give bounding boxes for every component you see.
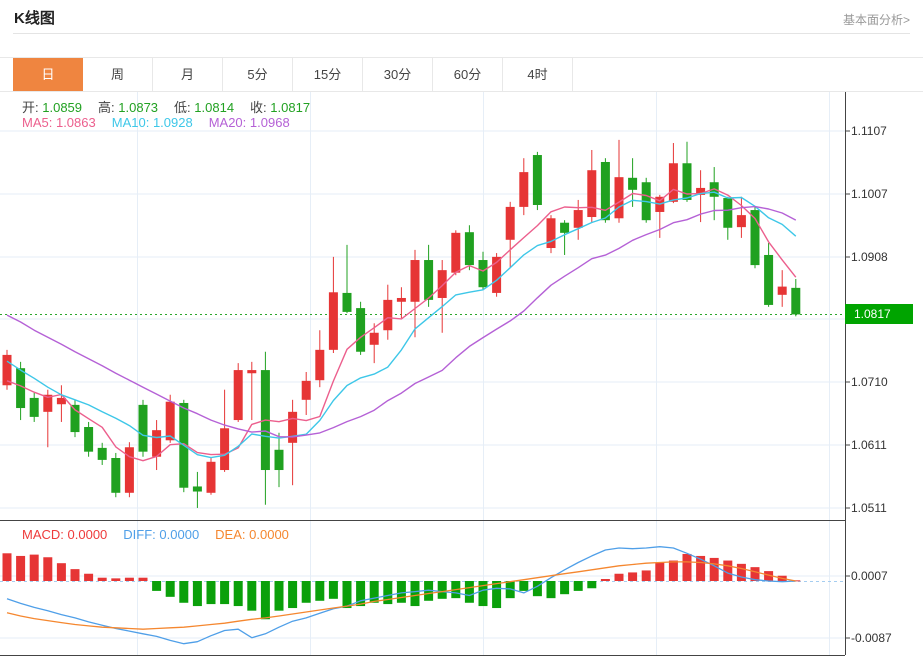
y-axis-tick-label: 1.1007 bbox=[851, 187, 888, 202]
legend-value: 1.0968 bbox=[249, 115, 290, 130]
legend-label: 收: bbox=[250, 100, 267, 115]
tab-60分[interactable]: 60分 bbox=[433, 58, 503, 91]
legend-value: 0.0000 bbox=[159, 527, 200, 542]
legend-label: MA10: bbox=[111, 115, 150, 130]
legend-item: MA10: 1.0928 bbox=[112, 115, 193, 130]
legend-item: MA20: 1.0968 bbox=[209, 115, 290, 130]
tab-日[interactable]: 日 bbox=[13, 58, 83, 91]
macd-legend: MACD: 0.0000 DIFF: 0.0000 DEA: 0.0000 bbox=[22, 527, 289, 542]
tab-15分[interactable]: 15分 bbox=[293, 58, 363, 91]
legend-label: MA20: bbox=[208, 115, 247, 130]
legend-item: 高: 1.0873 bbox=[98, 97, 158, 116]
legend-item: MA5: 1.0863 bbox=[22, 115, 96, 130]
legend-value: 0.0000 bbox=[67, 527, 108, 542]
tab-5分[interactable]: 5分 bbox=[223, 58, 293, 91]
legend-item: DIFF: 0.0000 bbox=[123, 527, 199, 542]
title-divider bbox=[13, 33, 910, 34]
legend-label: MACD: bbox=[22, 527, 64, 542]
legend-label: 高: bbox=[98, 100, 115, 115]
y-axis-tick-label: 1.0511 bbox=[851, 500, 887, 515]
legend-label: 低: bbox=[174, 100, 191, 115]
legend-item: MACD: 0.0000 bbox=[22, 527, 107, 542]
y-axis-tick-label: -0.0087 bbox=[851, 631, 892, 646]
legend-value: 1.0873 bbox=[118, 100, 159, 115]
last-price-badge: 1.0817 bbox=[845, 304, 913, 325]
y-axis-tick-label: 0.0007 bbox=[851, 569, 888, 584]
tab-30分[interactable]: 30分 bbox=[363, 58, 433, 91]
legend-item: 开: 1.0859 bbox=[22, 97, 82, 116]
period-tabbar: 日周月 5分 15分 30分 60分 4时 bbox=[0, 57, 923, 92]
fundamental-analysis-link[interactable]: 基本面分析> bbox=[842, 13, 910, 27]
ma-legend: MA5: 1.0863 MA10: 1.0928 MA20: 1.0968 bbox=[22, 115, 290, 130]
y-axis-tick-label: 1.0611 bbox=[851, 437, 887, 452]
y-axis-tick-label: 1.0908 bbox=[851, 249, 888, 264]
y-axis-tick-label: 1.1107 bbox=[851, 124, 887, 138]
legend-label: 开: bbox=[22, 100, 39, 115]
legend-label: DIFF: bbox=[123, 527, 156, 542]
tab-月[interactable]: 月 bbox=[153, 58, 223, 91]
legend-label: MA5: bbox=[22, 115, 53, 130]
legend-item: DEA: 0.0000 bbox=[215, 527, 289, 542]
legend-value: 1.0863 bbox=[55, 115, 96, 130]
tab-周[interactable]: 周 bbox=[83, 58, 153, 91]
page-title: K线图 bbox=[14, 10, 55, 27]
legend-item: 收: 1.0817 bbox=[250, 97, 310, 116]
y-axis-tick-label: 1.0710 bbox=[851, 375, 888, 390]
legend-value: 1.0859 bbox=[42, 100, 83, 115]
legend-value: 1.0928 bbox=[152, 115, 193, 130]
legend-value: 1.0817 bbox=[270, 100, 311, 115]
legend-value: 0.0000 bbox=[249, 527, 289, 542]
legend-value: 1.0814 bbox=[194, 100, 235, 115]
legend-item: 低: 1.0814 bbox=[174, 97, 234, 116]
tab-4时[interactable]: 4时 bbox=[503, 58, 573, 91]
legend-label: DEA: bbox=[215, 527, 246, 542]
ohlc-legend: 开: 1.0859 高: 1.0873 低: 1.0814 收: 1.0817 bbox=[22, 97, 310, 116]
period-tabs: 日周月 5分 15分 30分 60分 4时 bbox=[13, 58, 573, 91]
